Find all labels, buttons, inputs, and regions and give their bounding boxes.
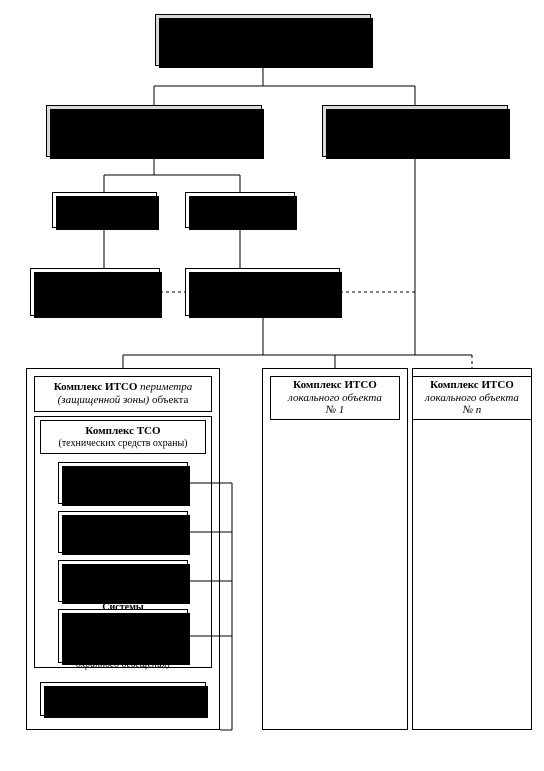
node-locn: Комплекс ИТСОлокального объекта№ n (412, 376, 532, 420)
node-po: Подразделениеохраны (185, 192, 295, 228)
flowchart-canvas: СИСТЕМАФИЗИЧЕСКОЙ ЗАЩИТЫОБЪЕКТА Комплексо… (0, 0, 544, 771)
node-tso: Комплекс ТСО(технических средств охраны) (40, 420, 206, 454)
node-sb: Службабезопасности (52, 192, 157, 228)
node-perim: Комплекс ИТСО периметра(защищенной зоны)… (34, 376, 212, 412)
node-lpu: Локальный пультуправленияСФЗ (30, 268, 160, 316)
node-iso: Комплекс инженерныхсредств охраны (ИСО) (40, 682, 206, 716)
node-cpu: Центральный пультуправленияСФЗ объекта (185, 268, 340, 316)
node-root: СИСТЕМАФИЗИЧЕСКОЙ ЗАЩИТЫОБЪЕКТА (155, 14, 371, 66)
node-support: Системы обеспечивающие(оперативной связи… (58, 609, 188, 663)
node-stn: СТН(система телевизионногонаблюдения) (58, 560, 188, 602)
node-skud: СКУД(система контроляи управления доступ… (58, 511, 188, 553)
frame-outer_locn (412, 368, 532, 730)
node-org: Комплексорганизационныхмероприятий и сил… (46, 105, 262, 157)
node-itso: Комплекс инженерно-технических средствох… (322, 105, 508, 157)
node-sos: СОС(системаохранной сигнализации) (58, 462, 188, 504)
frame-outer_loc1 (262, 368, 408, 730)
node-loc1: Комплекс ИТСОлокального объекта№ 1 (270, 376, 400, 420)
